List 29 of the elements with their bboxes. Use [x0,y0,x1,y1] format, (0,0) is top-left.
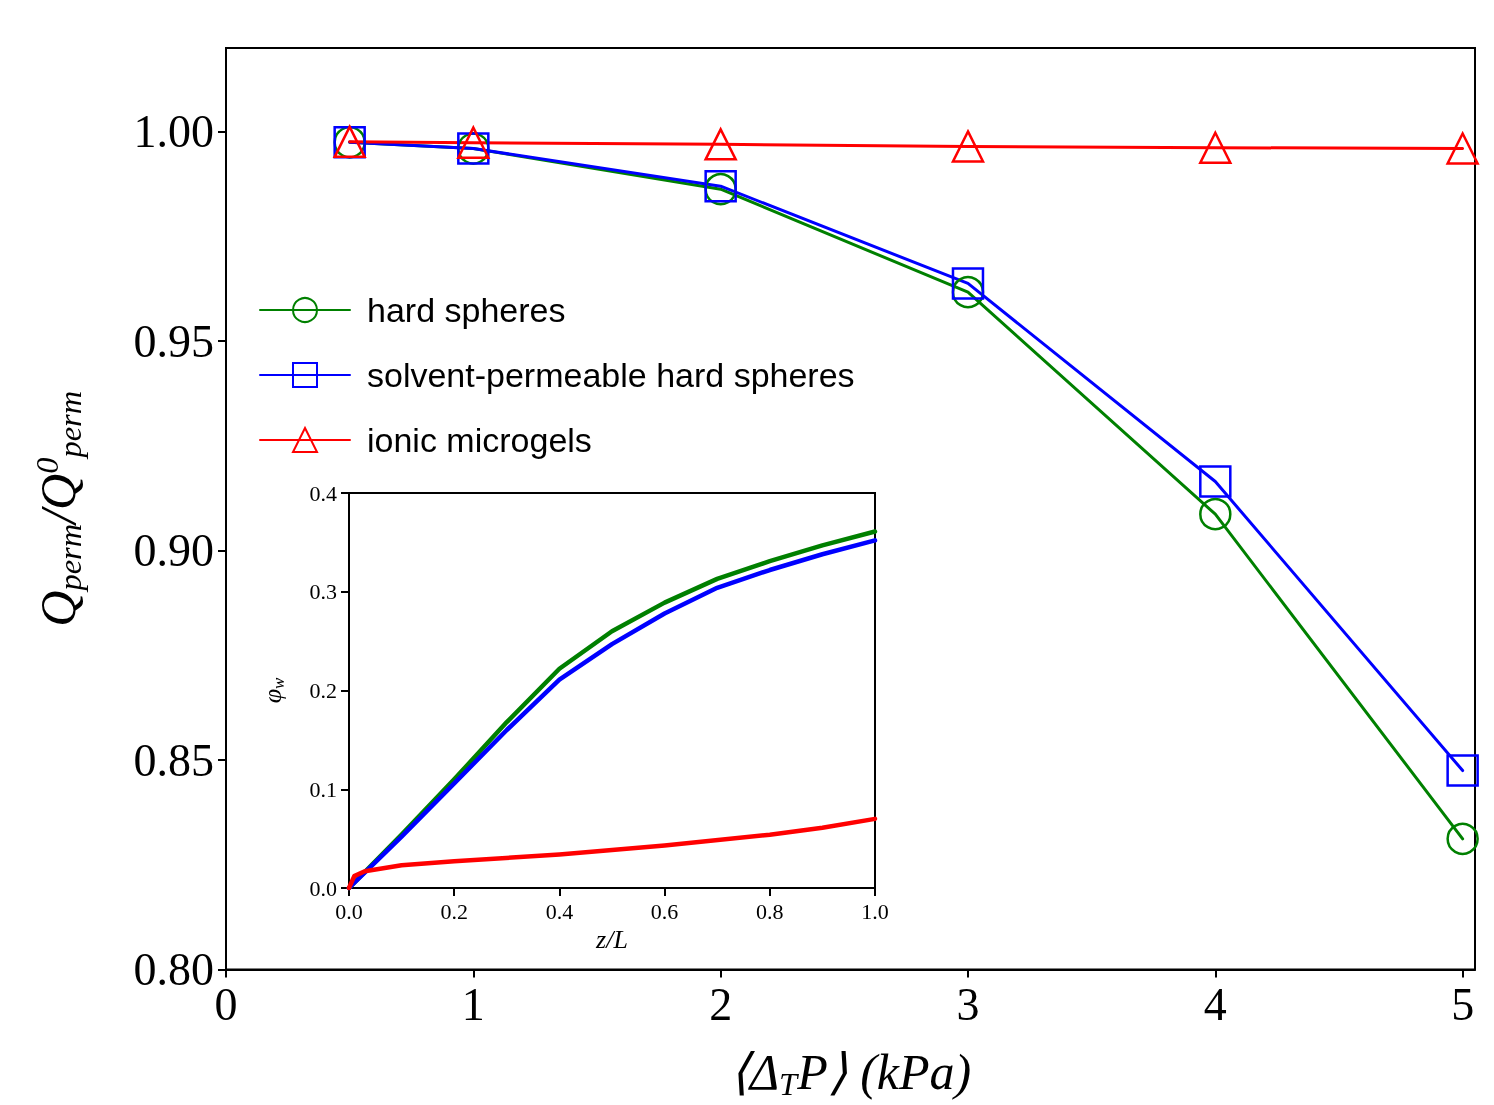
x-tick-label: 0.0 [335,898,363,924]
y-tick-label: 0.90 [133,525,214,577]
legend-label: ionic microgels [367,421,592,459]
y-axis-title: Qperm/Q0perm [29,390,88,627]
x-tick-label: 1 [461,979,485,1030]
x-tick-label: 0.6 [650,898,679,924]
y-tick-label: 0.95 [133,315,214,367]
x-tick-label: 0.8 [756,898,784,924]
x-axis-title: z/L [595,925,628,955]
x-tick-label: 0.4 [545,898,574,924]
y-tick-label: 0.80 [133,944,214,995]
x-tick-label: 3 [956,979,980,1030]
x-tick-label: 2 [709,979,733,1030]
y-tick-label: 0.4 [309,480,337,506]
y-tick-label: 0.3 [309,579,337,605]
y-tick-label: 0.85 [133,734,214,786]
legend-label: solvent-permeable hard spheres [367,356,855,394]
x-tick-label: 0.2 [440,898,468,924]
x-axis-title: ⟨ΔTP⟩ (kPa) [729,1044,972,1102]
x-tick-label: 5 [1451,979,1475,1030]
x-tick-label: 0 [214,979,238,1030]
y-tick-label: 1.00 [133,106,214,158]
x-tick-label: 1.0 [861,898,889,924]
y-axis-title: φw [258,676,288,704]
y-tick-label: 0.2 [309,678,337,703]
legend-label: hard spheres [367,291,566,329]
x-tick-label: 4 [1203,979,1227,1030]
y-tick-label: 0.1 [309,776,337,802]
y-tick-label: 0.0 [309,875,337,901]
